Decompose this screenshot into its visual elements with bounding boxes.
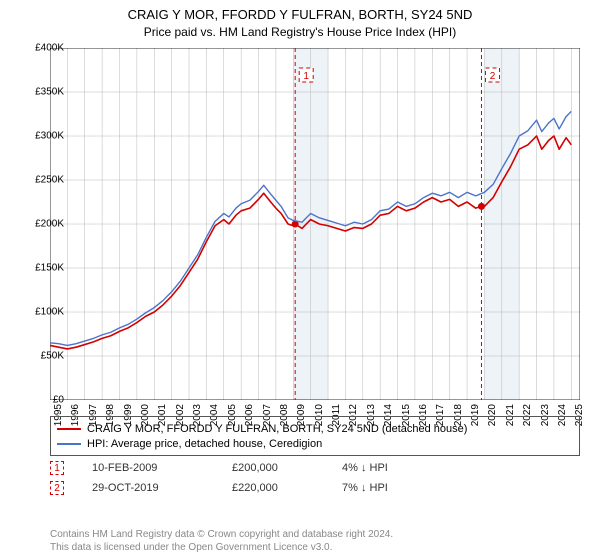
sale-marker: 1 bbox=[50, 461, 64, 475]
chart-title: CRAIG Y MOR, FFORDD Y FULFRAN, BORTH, SY… bbox=[0, 6, 600, 24]
legend: CRAIG Y MOR, FFORDD Y FULFRAN, BORTH, SY… bbox=[50, 416, 580, 456]
footer-line: Contains HM Land Registry data © Crown c… bbox=[50, 528, 580, 541]
legend-label: HPI: Average price, detached house, Cere… bbox=[87, 438, 322, 450]
svg-text:2: 2 bbox=[490, 71, 496, 82]
y-tick-label: £350K bbox=[20, 87, 64, 98]
line-chart: 12 bbox=[50, 48, 580, 400]
sale-marker: 2 bbox=[50, 481, 64, 495]
chart-subtitle: Price paid vs. HM Land Registry's House … bbox=[0, 24, 600, 40]
chart-area: 12 bbox=[50, 48, 580, 400]
sale-date: 29-OCT-2019 bbox=[92, 482, 222, 494]
y-tick-label: £400K bbox=[20, 43, 64, 54]
y-tick-label: £250K bbox=[20, 175, 64, 186]
sale-date: 10-FEB-2009 bbox=[92, 462, 222, 474]
sale-diff: 4% ↓ HPI bbox=[342, 462, 482, 474]
sales-table: 1 10-FEB-2009 £200,000 4% ↓ HPI 2 29-OCT-2019… bbox=[50, 458, 580, 498]
y-tick-label: £50K bbox=[20, 351, 64, 362]
sale-row: 2 29-OCT-2019 £220,000 7% ↓ HPI bbox=[50, 478, 580, 498]
footer-line: This data is licensed under the Open Gov… bbox=[50, 541, 580, 554]
y-tick-label: £100K bbox=[20, 307, 64, 318]
sale-price: £200,000 bbox=[232, 462, 332, 474]
svg-text:1: 1 bbox=[303, 71, 309, 82]
sale-diff: 7% ↓ HPI bbox=[342, 482, 482, 494]
legend-swatch bbox=[57, 443, 81, 445]
footer-attribution: Contains HM Land Registry data © Crown c… bbox=[50, 528, 580, 554]
legend-item: CRAIG Y MOR, FFORDD Y FULFRAN, BORTH, SY… bbox=[57, 421, 573, 436]
sale-row: 1 10-FEB-2009 £200,000 4% ↓ HPI bbox=[50, 458, 580, 478]
legend-swatch bbox=[57, 428, 81, 430]
sale-price: £220,000 bbox=[232, 482, 332, 494]
y-tick-label: £150K bbox=[20, 263, 64, 274]
y-tick-label: £300K bbox=[20, 131, 64, 142]
y-tick-label: £200K bbox=[20, 219, 64, 230]
legend-item: HPI: Average price, detached house, Cere… bbox=[57, 436, 573, 451]
legend-label: CRAIG Y MOR, FFORDD Y FULFRAN, BORTH, SY… bbox=[87, 423, 467, 435]
